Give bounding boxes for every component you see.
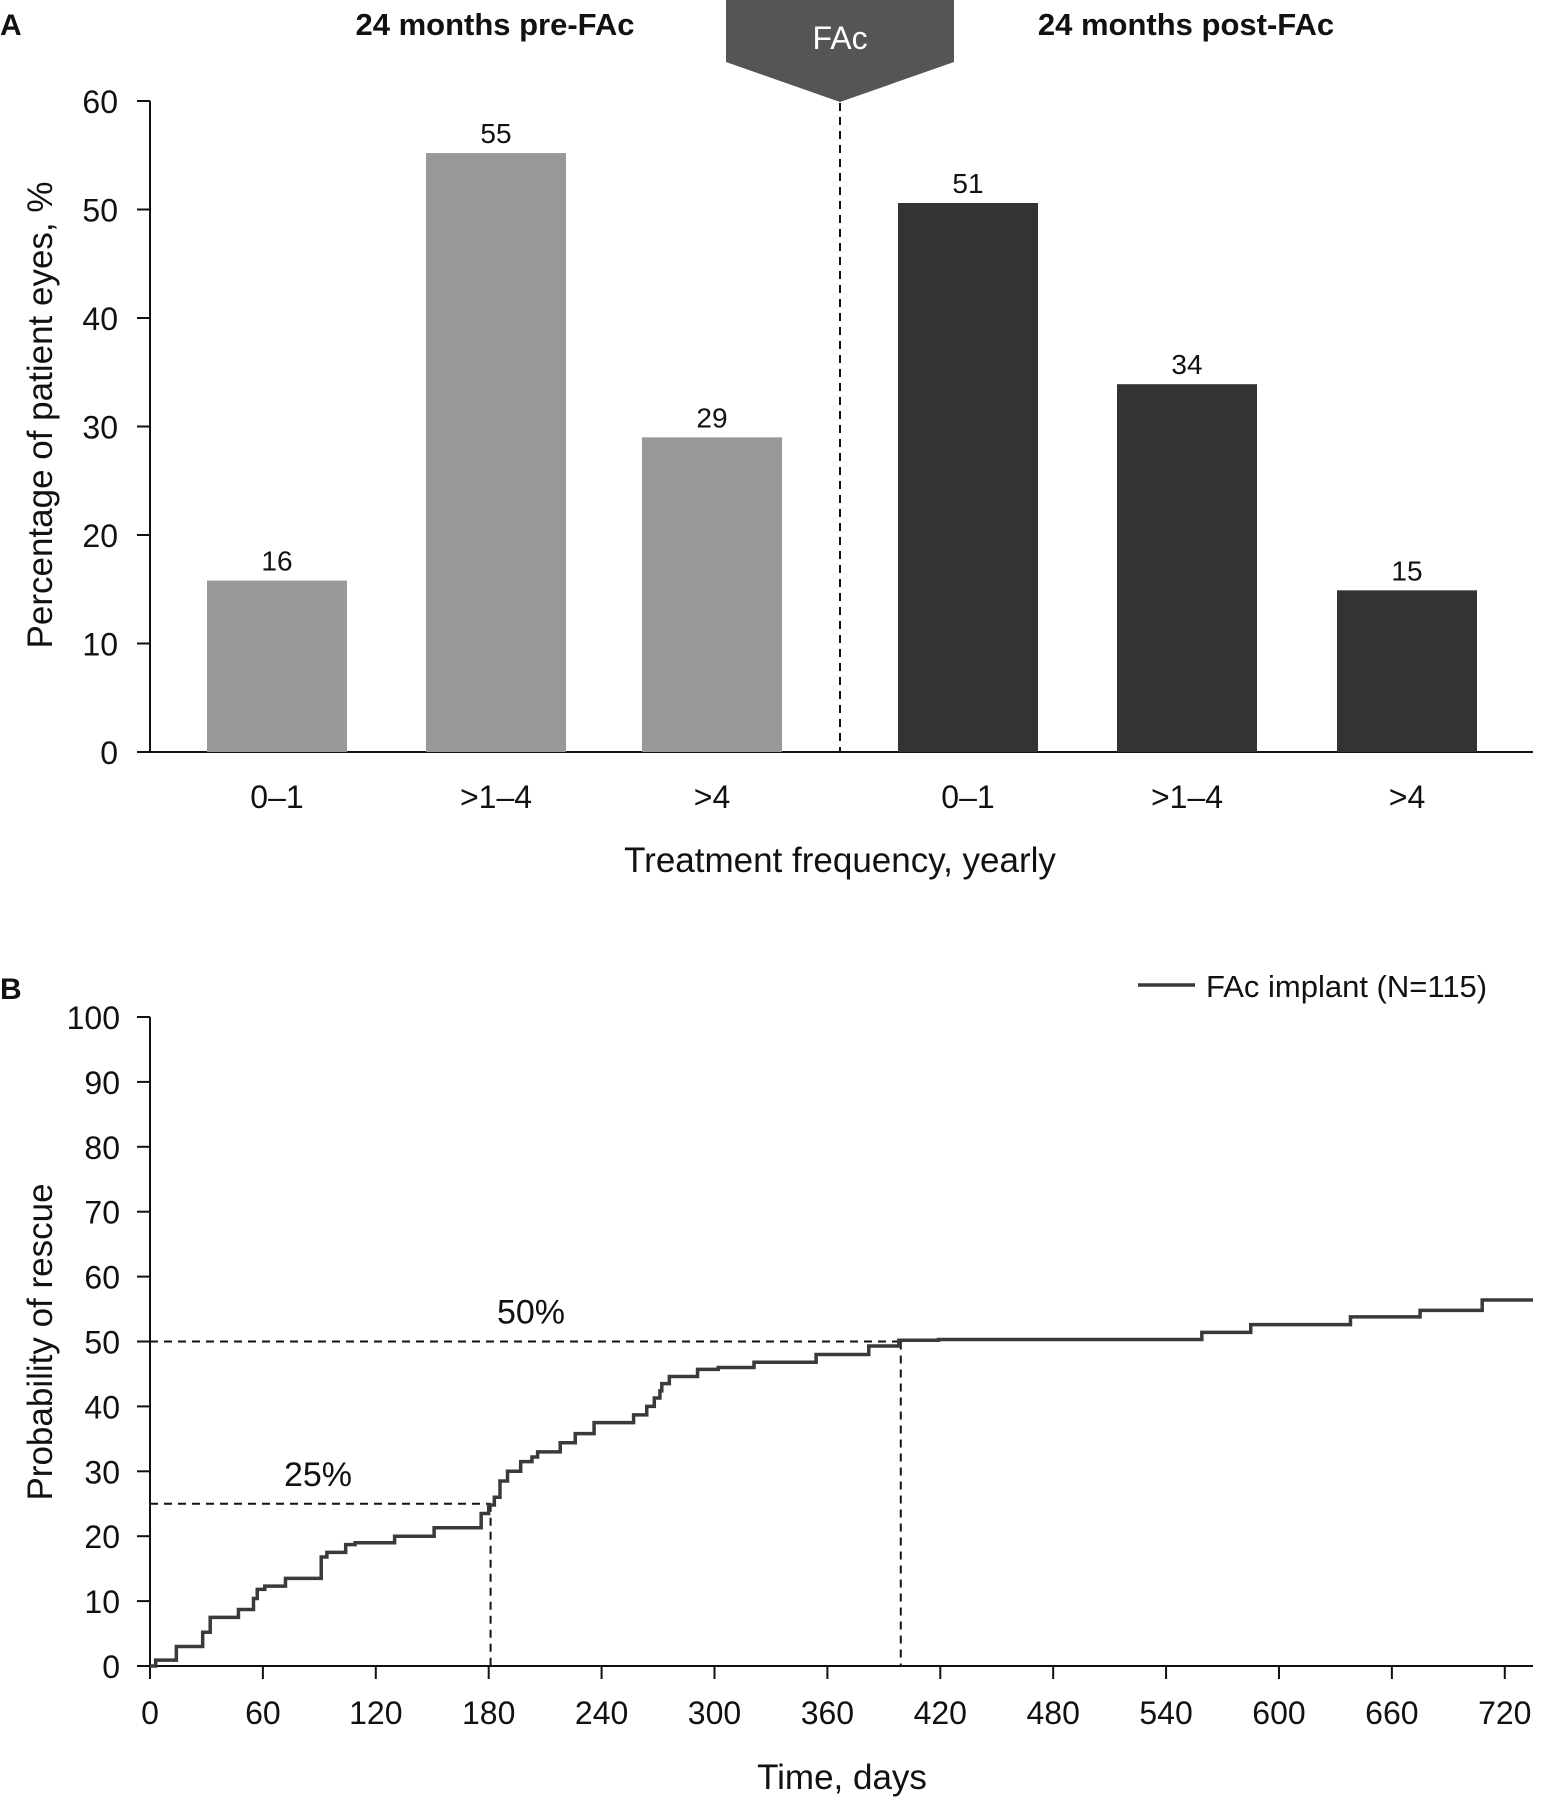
panel-b-y-axis: 0 10 20 30 40 50 60 70 80 90 100 (67, 1000, 151, 1685)
panel-b-y-tick-label: 90 (84, 1065, 120, 1101)
bar (426, 153, 566, 752)
panel-a-y-tick-label: 20 (82, 518, 118, 554)
panel-b-x-tick-label: 0 (141, 1695, 159, 1731)
panel-a-y-tick-label: 10 (82, 627, 118, 663)
panel-b-y-tick-label: 20 (84, 1519, 120, 1555)
panel-a-x-tick-label: >4 (1389, 779, 1425, 815)
panel-b-x-tick-label: 360 (801, 1695, 854, 1731)
post-fac-title: 24 months post-FAc (1038, 7, 1334, 42)
panel-a-x-tick-label: >1–4 (460, 779, 532, 815)
panel-b-y-axis-title: Probability of rescue (21, 1183, 60, 1500)
panel-a-x-tick-label: 0–1 (250, 779, 303, 815)
panel-b-x-tick-label: 240 (575, 1695, 628, 1731)
panel-b-y-tick-label: 70 (84, 1195, 120, 1231)
panel-b-y-tick-label: 10 (84, 1584, 120, 1620)
panel-a-y-tick-label: 60 (82, 84, 118, 120)
panel-b-x-tick-label: 540 (1139, 1695, 1192, 1731)
panel-b: B 0 10 20 30 40 50 60 70 80 90 100 0 60 120 180 240 300… (0, 969, 1533, 1797)
panel-b-x-axis-title: Time, days (757, 1758, 927, 1797)
bar-value-label: 16 (261, 546, 292, 577)
panel-a: A 24 months pre-FAc 24 months post-FAc F… (0, 0, 1533, 880)
panel-a-bar-labels: 16 55 29 51 34 15 (261, 118, 1422, 586)
panel-b-y-tick-label: 100 (67, 1000, 120, 1036)
panel-a-x-tick-label: >4 (694, 779, 730, 815)
panel-b-annotations: 25% 50% (284, 1294, 565, 1494)
bar-value-label: 34 (1171, 349, 1202, 380)
legend-label: FAc implant (N=115) (1206, 969, 1487, 1004)
fac-banner-label: FAc (812, 20, 867, 56)
panel-b-x-tick-label: 480 (1026, 1695, 1079, 1731)
rescue-probability-curve (150, 1298, 1533, 1668)
panel-b-letter: B (0, 973, 22, 1006)
panel-a-y-axis-title: Percentage of patient eyes, % (21, 182, 60, 649)
panel-b-x-tick-label: 600 (1252, 1695, 1305, 1731)
panel-a-x-tick-label: 0–1 (941, 779, 994, 815)
panel-b-x-tick-label: 420 (914, 1695, 967, 1731)
bar (1337, 590, 1477, 752)
panel-a-x-axis-title: Treatment frequency, yearly (624, 841, 1056, 880)
panel-b-y-tick-label: 0 (102, 1649, 120, 1685)
bar (898, 202, 1038, 753)
bar (642, 437, 782, 752)
fac-banner (726, 0, 954, 102)
panel-a-y-axis: 0 10 20 30 40 50 60 (82, 84, 151, 771)
bar (207, 580, 347, 752)
bar-value-label: 51 (952, 168, 983, 199)
panel-b-x-tick-label: 300 (688, 1695, 741, 1731)
panel-b-y-tick-label: 30 (84, 1454, 120, 1490)
panel-b-reference-lines (150, 1340, 902, 1666)
bar-value-label: 15 (1391, 555, 1422, 586)
panel-b-x-tick-label: 660 (1365, 1695, 1418, 1731)
panel-a-y-tick-label: 50 (82, 193, 118, 229)
reference-label: 25% (284, 1456, 352, 1494)
reference-label: 50% (497, 1294, 565, 1332)
panel-a-y-tick-label: 0 (100, 735, 118, 771)
panel-b-y-tick-label: 60 (84, 1260, 120, 1296)
pre-fac-title: 24 months pre-FAc (355, 7, 634, 42)
bar (1117, 384, 1257, 752)
bar-value-label: 55 (480, 118, 511, 149)
panel-b-y-tick-label: 50 (84, 1325, 120, 1361)
panel-b-x-tick-label: 60 (245, 1695, 281, 1731)
panel-b-y-tick-label: 40 (84, 1389, 120, 1425)
panel-b-x-tick-label: 120 (349, 1695, 402, 1731)
panel-b-y-tick-label: 80 (84, 1130, 120, 1166)
panel-b-x-axis: 0 60 120 180 240 300 360 420 480 540 600 660 720 (141, 1665, 1533, 1731)
panel-a-bars (207, 153, 1477, 753)
panel-b-x-tick-label: 180 (462, 1695, 515, 1731)
panel-a-y-tick-label: 30 (82, 410, 118, 446)
panel-a-letter: A (0, 9, 22, 42)
panel-a-x-axis: 0–1 >1–4 >4 0–1 >1–4 >4 (150, 751, 1533, 815)
panel-a-y-tick-label: 40 (82, 301, 118, 337)
panel-a-x-tick-label: >1–4 (1151, 779, 1223, 815)
panel-b-x-tick-label: 720 (1478, 1695, 1531, 1731)
bar-value-label: 29 (696, 402, 727, 433)
